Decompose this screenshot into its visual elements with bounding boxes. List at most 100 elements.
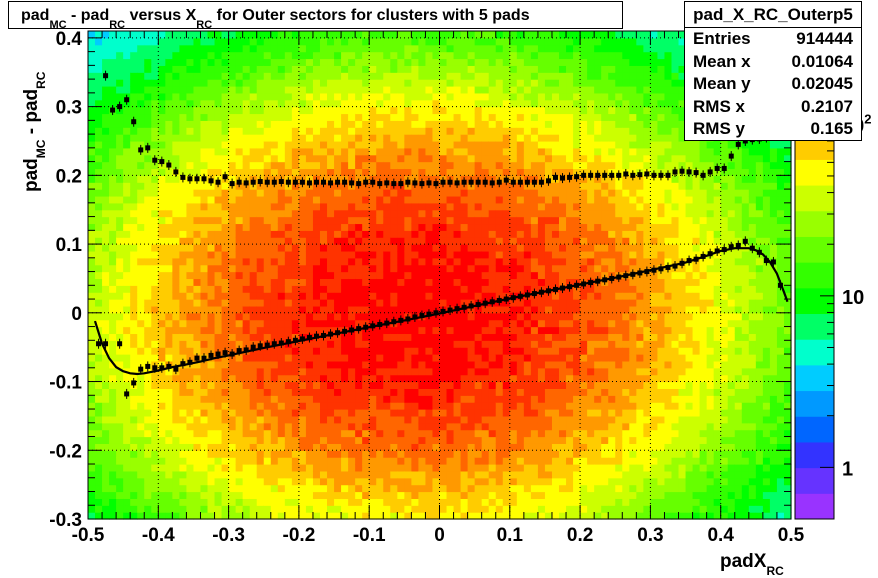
heatmap-cell <box>390 195 398 204</box>
heatmap-cell <box>123 299 131 307</box>
heatmap-cell <box>263 134 272 142</box>
heatmap-cell <box>102 106 110 115</box>
heatmap-cell <box>516 367 525 376</box>
heatmap-cell <box>537 140 546 149</box>
heatmap-cell <box>158 189 166 197</box>
heatmap-cell <box>298 285 307 293</box>
heatmap-cell <box>488 202 497 211</box>
heatmap-cell <box>544 140 553 149</box>
heatmap-cell <box>123 409 131 417</box>
heatmap-cell <box>214 244 223 252</box>
heatmap-cell <box>523 209 532 218</box>
heatmap-cell <box>270 209 279 218</box>
heatmap-cell <box>523 340 532 348</box>
heatmap-cell <box>348 120 356 128</box>
heatmap-cell <box>249 443 258 451</box>
heatmap-cell <box>179 44 188 53</box>
heatmap-cell <box>383 202 391 211</box>
heatmap-cell <box>200 223 209 231</box>
heatmap-cell <box>207 51 216 60</box>
heatmap-cell <box>425 381 434 390</box>
heatmap-cell <box>200 491 209 499</box>
heatmap-cell <box>404 106 412 115</box>
heatmap-cell <box>277 312 286 321</box>
heatmap-cell <box>158 271 166 280</box>
heatmap-cell <box>298 457 307 465</box>
heatmap-cell <box>397 484 405 493</box>
heatmap-cell <box>348 395 356 403</box>
heatmap-cell <box>453 340 462 348</box>
heatmap-cell <box>95 464 103 472</box>
heatmap-cell <box>418 65 427 73</box>
heatmap-cell <box>221 31 230 39</box>
heatmap-cell <box>502 347 511 355</box>
heatmap-cell <box>305 113 314 121</box>
heatmap-cell <box>228 491 237 499</box>
heatmap-cell <box>544 278 553 286</box>
heatmap-cell <box>516 154 525 163</box>
heatmap-cell <box>432 154 441 163</box>
heatmap-cell <box>355 354 363 362</box>
heatmap-cell <box>305 319 314 328</box>
heatmap-cell <box>312 422 321 431</box>
heatmap-cell <box>509 140 518 149</box>
heatmap-cell <box>551 326 560 335</box>
heatmap-cell <box>509 278 518 286</box>
heatmap-cell <box>179 299 188 307</box>
heatmap-cell <box>523 85 532 94</box>
heatmap-cell <box>158 512 166 520</box>
heatmap-cell <box>397 381 405 390</box>
heatmap-cell <box>270 436 279 444</box>
heatmap-cell <box>172 223 180 231</box>
heatmap-cell <box>453 127 462 135</box>
heatmap-cell <box>509 409 518 417</box>
heatmap-cell <box>348 271 356 280</box>
heatmap-cell <box>481 209 490 218</box>
heatmap-cell <box>123 484 131 493</box>
heatmap-cell <box>559 65 567 73</box>
heatmap-cell <box>214 58 223 66</box>
heatmap-cell <box>425 216 434 225</box>
heatmap-cell <box>439 347 448 355</box>
heatmap-cell <box>88 140 96 149</box>
heatmap-cell <box>446 457 455 465</box>
heatmap-cell <box>284 250 293 259</box>
heatmap-cell <box>376 72 384 80</box>
heatmap-cell <box>334 58 342 66</box>
heatmap-cell <box>376 113 384 121</box>
heatmap-cell <box>404 429 412 438</box>
heatmap-cell <box>334 367 342 376</box>
heatmap-cell <box>144 443 152 451</box>
heatmap-cell <box>488 216 497 225</box>
heatmap-cell <box>327 388 335 396</box>
heatmap-cell <box>193 85 202 94</box>
heatmap-cell <box>566 250 574 259</box>
heatmap-cell <box>418 237 427 245</box>
heatmap-cell <box>530 415 539 424</box>
heatmap-cell <box>249 395 258 403</box>
heatmap-cell <box>383 271 391 280</box>
heatmap-cell <box>559 278 567 286</box>
heatmap-cell <box>242 464 251 472</box>
heatmap-cell <box>355 85 363 94</box>
heatmap-cell <box>249 237 258 245</box>
heatmap-cell <box>467 264 476 273</box>
heatmap-cell <box>263 140 272 149</box>
heatmap-cell <box>467 202 476 211</box>
heatmap-cell <box>551 182 560 190</box>
heatmap-cell <box>193 470 202 479</box>
heatmap-cell <box>305 154 314 163</box>
heatmap-cell <box>123 244 131 252</box>
heatmap-cell <box>95 175 103 183</box>
heatmap-cell <box>425 65 434 73</box>
heatmap-cell <box>334 388 342 396</box>
heatmap-cell <box>523 161 532 170</box>
heatmap-cell <box>537 347 546 355</box>
heatmap-cell <box>102 140 110 149</box>
heatmap-cell <box>523 127 532 135</box>
heatmap-cell <box>573 505 581 513</box>
heatmap-cell <box>235 285 244 293</box>
heatmap-cell <box>362 443 370 451</box>
heatmap-cell <box>537 209 546 218</box>
heatmap-cell <box>327 113 335 121</box>
